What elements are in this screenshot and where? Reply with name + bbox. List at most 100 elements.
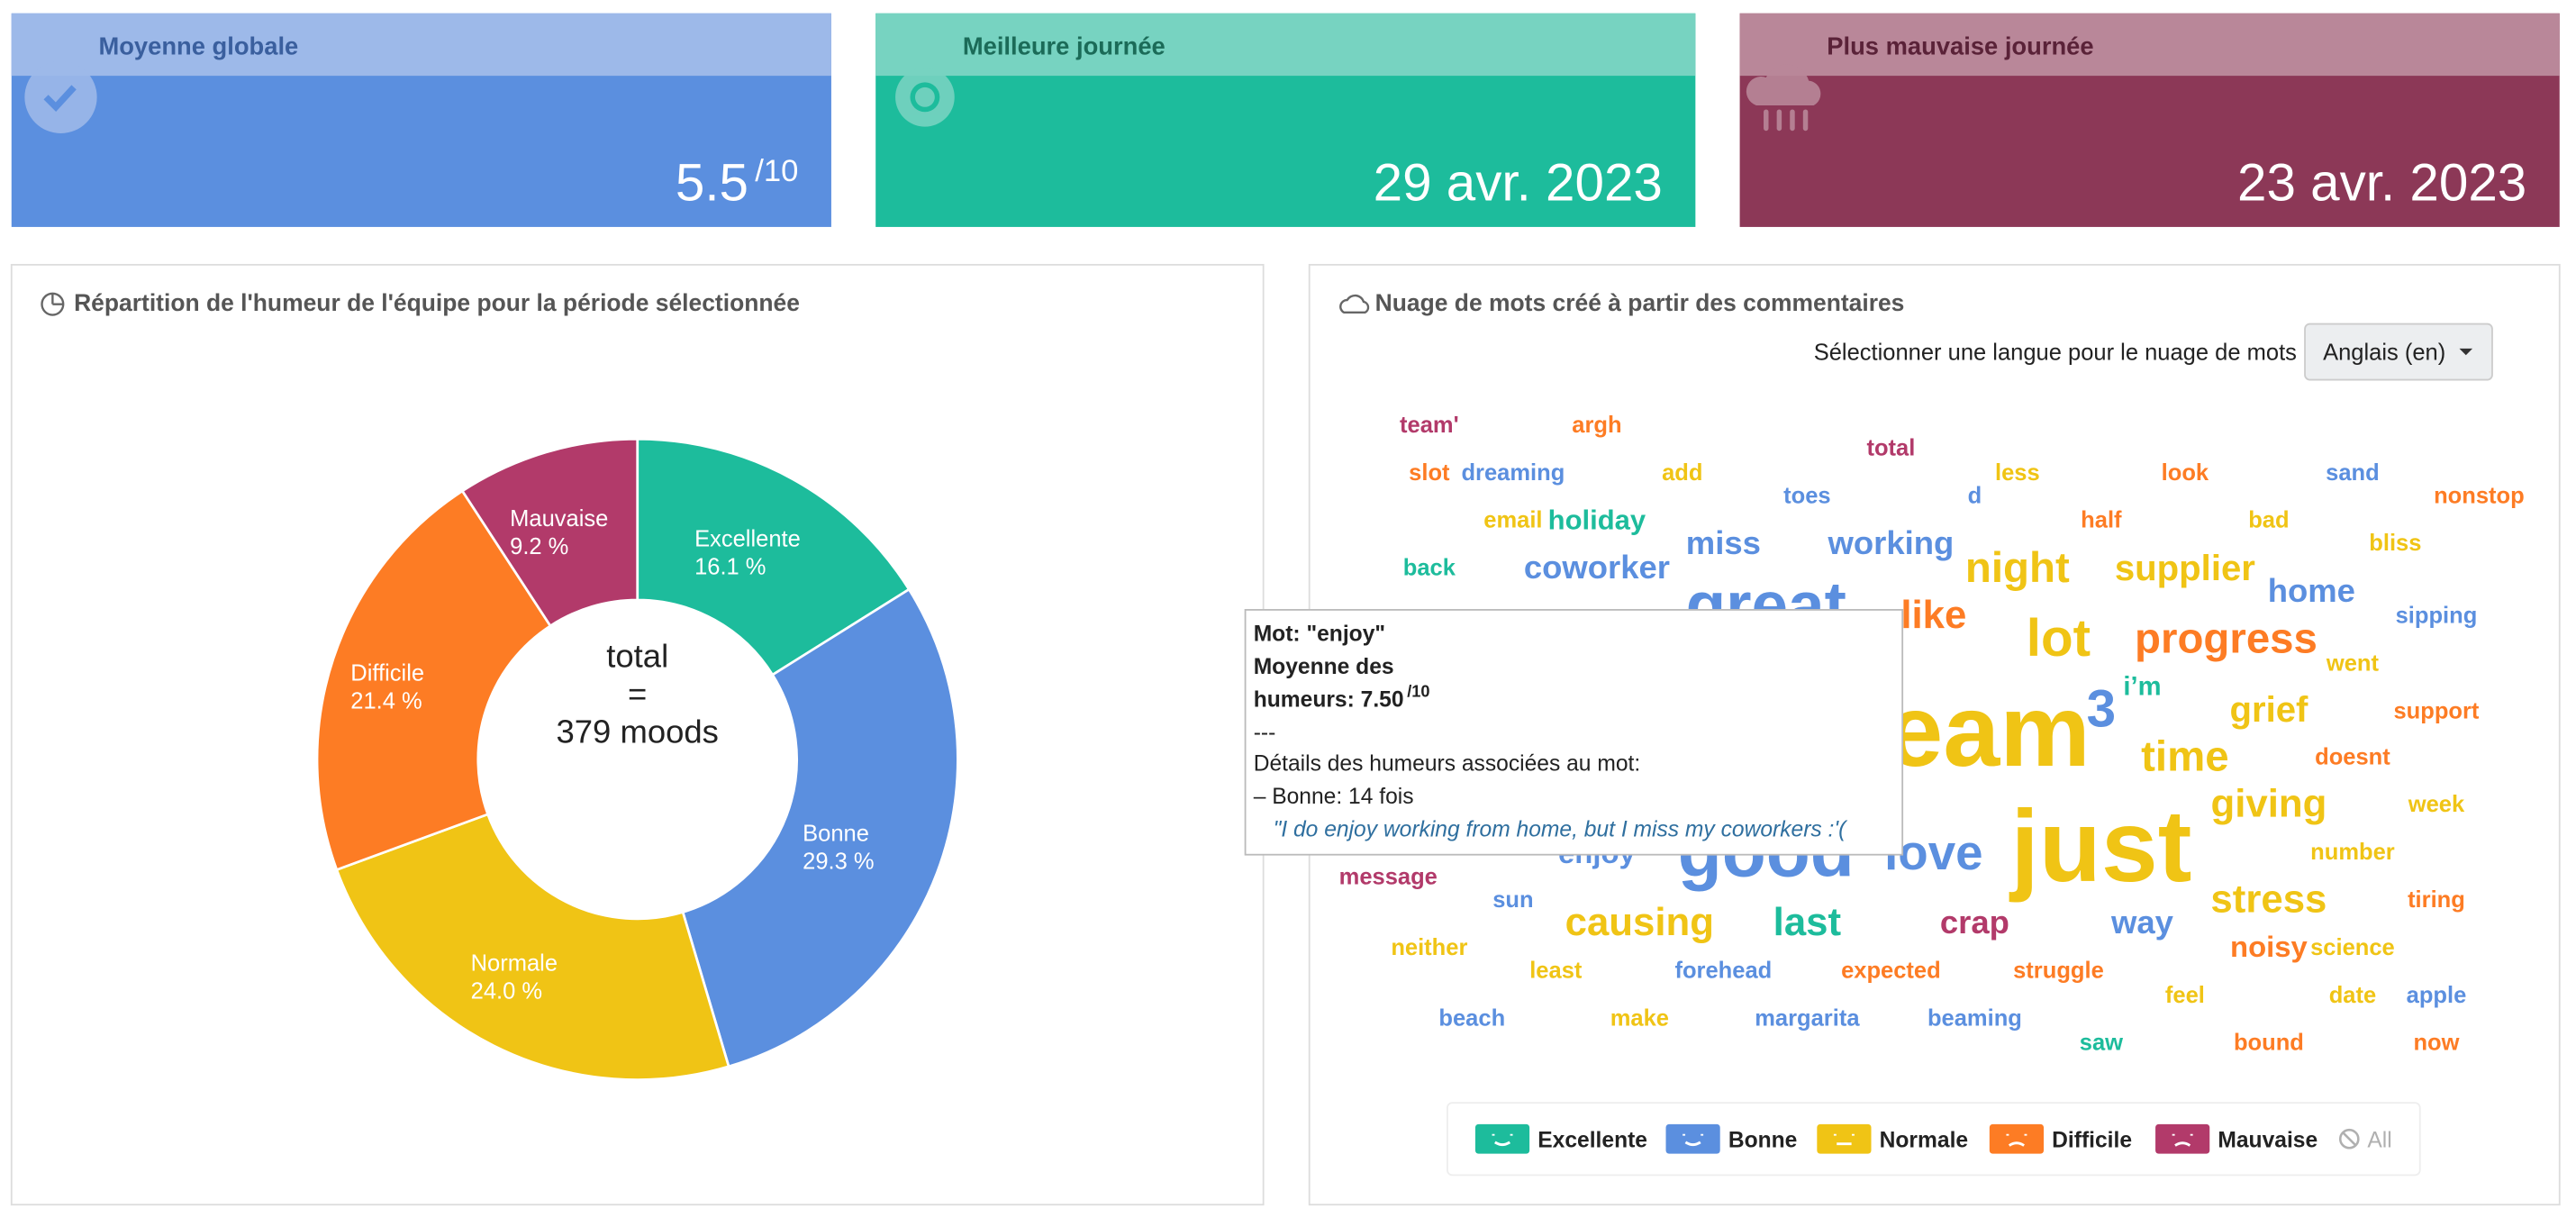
cloud-word[interactable]: half [2081,508,2122,533]
cloud-word[interactable]: forehead [1674,958,1772,983]
cloud-word[interactable]: time [2141,733,2228,781]
cloud-word[interactable]: bliss [2369,531,2421,556]
cloud-word[interactable]: slot [1409,460,1450,486]
cloud-word[interactable]: working [1827,524,1954,561]
cloud-word[interactable]: way [2110,904,2174,941]
cloud-word[interactable]: team' [1400,413,1459,438]
pie-slice[interactable] [335,813,730,1081]
pie-slice[interactable] [636,437,912,677]
cloud-word[interactable]: date [2329,983,2376,1008]
cloud-word[interactable]: home [2268,572,2355,609]
cloud-word[interactable]: now [2413,1031,2459,1056]
card-value-main: 5.5 [676,154,748,213]
cloud-word[interactable]: holiday [1548,504,1646,536]
pie-slice[interactable] [460,437,639,628]
cloud-word[interactable]: beach [1438,1005,1505,1031]
cloud-word[interactable]: neither [1391,935,1467,960]
cloud-word[interactable]: 3 [2087,679,2116,738]
cloud-word[interactable]: like [1900,593,1966,637]
cloud-word[interactable]: crap [1940,904,2009,941]
legend-label[interactable]: Normale [1880,1128,1968,1152]
cloud-word[interactable]: grief [2229,689,2308,730]
cloud-word[interactable]: went [2326,650,2380,676]
cloud-word[interactable]: argh [1572,413,1621,438]
legend-item[interactable]: Excellente [1474,1123,1647,1154]
cloud-word[interactable]: supplier [2115,548,2255,588]
cloud-word[interactable]: back [1403,556,1456,581]
cloud-word[interactable]: stress [2210,877,2327,922]
cloud-word[interactable]: least [1529,958,1583,983]
cloud-word[interactable]: sand [2326,460,2380,486]
pie-slice[interactable] [315,489,552,872]
cloud-word[interactable]: expected [1841,958,1941,983]
cloud-word[interactable]: sun [1492,887,1533,913]
cloud-word[interactable]: d [1968,483,1982,508]
slice-value-label: 29.3 % [803,849,874,874]
cloud-word[interactable]: just [2009,789,2191,903]
cloud-word[interactable]: feel [2165,983,2205,1008]
cloud-word[interactable]: i’m [2123,673,2161,702]
cloud-word[interactable]: number [2310,840,2395,865]
legend-label[interactable]: All [2367,1128,2391,1152]
cloud-word[interactable]: tiring [2408,887,2465,913]
legend-item[interactable]: Difficile [1989,1123,2132,1154]
legend-face [1492,1133,1513,1147]
pie-icon [41,292,65,316]
legend-label[interactable]: Bonne [1728,1128,1798,1152]
icon-sun-dot [914,86,935,107]
cloud-word[interactable]: beaming [1927,1005,2022,1031]
card-value-main: 29 avr. 2023 [1374,154,1663,213]
cloud-word[interactable]: progress [2135,614,2317,662]
tooltip-box [1244,609,1904,856]
cloud-word[interactable]: total [1866,435,1915,460]
legend-item[interactable]: Mauvaise [2155,1123,2317,1154]
cloud-word[interactable]: apple [2407,983,2467,1008]
cloud-word[interactable]: margarita [1755,1005,1860,1031]
pie-slice[interactable] [681,587,959,1068]
cloud-word[interactable]: bound [2234,1031,2304,1056]
cloud-word[interactable]: add [1662,460,1702,486]
cloud-word[interactable]: dreaming [1461,460,1565,486]
cloud-word[interactable]: miss [1686,524,1761,561]
legend-ban [2338,1128,2360,1150]
slice-value-label: 24.0 % [471,978,542,1004]
cloud-word[interactable]: support [2393,698,2479,723]
cloud-word[interactable]: sipping [2396,604,2478,629]
cloud-word[interactable]: nonstop [2434,483,2525,508]
language-value[interactable]: Anglais (en) [2323,341,2445,366]
cloud-word[interactable]: email [1483,508,1542,533]
cloud-word[interactable]: look [2162,460,2209,486]
tooltip-word: Mot: "enjoy" [1254,623,1385,647]
legend-face [1833,1133,1855,1146]
cloud-word[interactable]: make [1610,1005,1669,1031]
cloud-word[interactable]: less [1995,460,2040,486]
cloud-word[interactable]: last [1773,900,1842,944]
card-title: Moyenne globale [98,32,298,59]
language-select[interactable] [2304,323,2493,381]
cloud-word[interactable]: message [1339,865,1438,890]
cloud-word[interactable]: saw [2080,1031,2123,1056]
cloud-word[interactable]: causing [1565,900,1714,944]
legend-label[interactable]: Mauvaise [2218,1128,2317,1152]
legend-label[interactable]: Excellente [1537,1128,1647,1152]
cloud-word[interactable]: night [1965,544,2070,592]
legend-swatch [2155,1123,2210,1154]
legend-label[interactable]: Difficile [2052,1128,2132,1152]
cloud-word[interactable]: struggle [2013,958,2104,983]
cloud-word[interactable]: coworker [1524,549,1670,586]
cloud-word[interactable]: week [2408,792,2465,817]
legend-item[interactable]: All [2338,1128,2392,1152]
card-value-main: 23 avr. 2023 [2237,154,2526,213]
cloud-word[interactable]: giving [2210,782,2327,826]
cloud-word[interactable]: lot [2027,609,2091,668]
legend-swatch [1817,1123,1872,1154]
cloud-word[interactable]: bad [2248,508,2289,533]
tooltip-separator: --- [1254,721,1276,745]
cloud-word[interactable]: noisy [2230,930,2308,963]
cloud-word[interactable]: science [2310,935,2395,960]
legend-item[interactable]: Normale [1817,1123,1968,1154]
legend-item[interactable]: Bonne [1665,1123,1798,1154]
card-icon [1746,64,1821,132]
cloud-word[interactable]: doesnt [2315,744,2390,769]
cloud-word[interactable]: toes [1783,483,1830,508]
